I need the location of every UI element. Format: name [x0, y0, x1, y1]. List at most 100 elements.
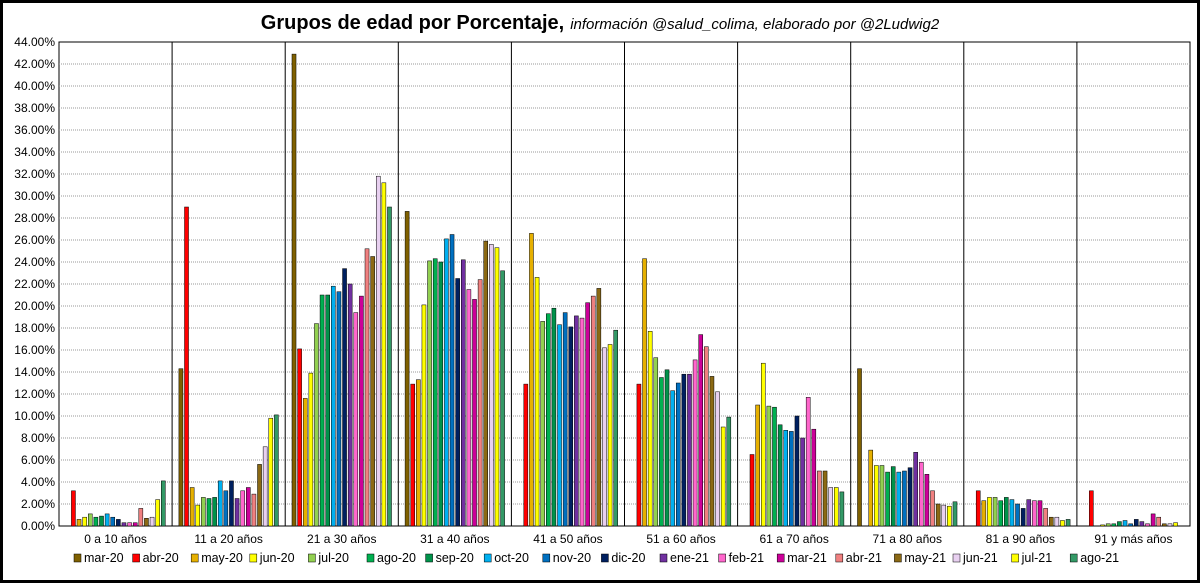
- x-tick-label: 11 a 20 años: [194, 532, 263, 546]
- bar: [704, 346, 709, 527]
- bar: [364, 248, 370, 527]
- bar: [1122, 520, 1128, 527]
- bar: [291, 53, 297, 527]
- legend-label: jul-21: [1021, 551, 1053, 565]
- bar: [472, 299, 477, 527]
- bar: [709, 376, 715, 527]
- bar: [987, 497, 992, 527]
- bar: [1139, 521, 1145, 527]
- bar: [772, 406, 777, 527]
- bar: [1156, 516, 1161, 527]
- bar: [523, 383, 529, 527]
- bar: [783, 430, 788, 527]
- bar: [766, 405, 772, 527]
- legend-label: feb-21: [729, 551, 764, 565]
- y-tick-label: 8.00%: [21, 431, 55, 445]
- legend-swatch: [835, 553, 844, 563]
- bar: [127, 522, 132, 527]
- bar: [998, 500, 1003, 527]
- legend-swatch: [73, 553, 82, 563]
- bar: [596, 288, 602, 527]
- bar: [477, 279, 483, 527]
- bar: [1162, 523, 1167, 527]
- legend-swatch: [249, 553, 258, 563]
- bar: [1128, 523, 1133, 527]
- legend-label: mar-20: [84, 551, 124, 565]
- bar: [675, 382, 681, 527]
- bar: [308, 372, 314, 527]
- bar: [879, 465, 885, 527]
- bar: [574, 315, 579, 527]
- bar: [212, 497, 217, 527]
- legend-label: nov-20: [553, 551, 591, 565]
- legend-swatch: [659, 553, 668, 563]
- legend-label: ago-21: [1080, 551, 1119, 565]
- bar: [1105, 523, 1111, 527]
- bar: [432, 258, 438, 527]
- bar: [941, 504, 947, 527]
- bar: [82, 516, 87, 527]
- bar: [93, 516, 99, 527]
- y-tick-label: 4.00%: [21, 475, 55, 489]
- bar: [755, 404, 760, 527]
- bar: [483, 240, 489, 527]
- bar: [568, 326, 574, 527]
- legend-swatch: [483, 553, 492, 563]
- y-tick-label: 22.00%: [14, 277, 55, 291]
- y-tick-label: 36.00%: [14, 123, 55, 137]
- legend-label: abr-21: [846, 551, 882, 565]
- x-tick-label: 61 a 70 años: [759, 532, 828, 546]
- bar: [1167, 523, 1173, 527]
- bar: [687, 373, 692, 527]
- bar: [760, 362, 766, 527]
- bar: [540, 321, 545, 527]
- bar: [896, 471, 902, 527]
- bar: [636, 383, 642, 527]
- bar: [319, 294, 325, 527]
- bar: [257, 464, 262, 527]
- bar: [1026, 499, 1032, 527]
- y-tick-label: 38.00%: [14, 101, 55, 115]
- bar: [670, 390, 675, 527]
- chart-title: Grupos de edad por Porcentaje, informació…: [0, 12, 1200, 35]
- bar: [438, 261, 444, 527]
- bar: [375, 175, 381, 527]
- y-tick-label: 40.00%: [14, 79, 55, 93]
- bar: [590, 295, 596, 527]
- y-tick-label: 24.00%: [14, 255, 55, 269]
- bar: [857, 368, 862, 527]
- y-tick-label: 18.00%: [14, 321, 55, 335]
- bar: [144, 518, 149, 527]
- bar: [551, 307, 557, 527]
- bar: [155, 499, 160, 527]
- bar: [494, 247, 500, 527]
- bar: [195, 504, 201, 527]
- bar: [794, 415, 800, 527]
- bar: [336, 291, 342, 527]
- legend-label: jun-21: [962, 551, 998, 565]
- chart-title-subtitle: información @salud_colima, elaborado por…: [570, 16, 940, 33]
- bar: [489, 244, 494, 527]
- y-tick-label: 30.00%: [14, 189, 55, 203]
- legend-label: mar-21: [787, 551, 827, 565]
- bar: [387, 206, 392, 527]
- bar: [659, 377, 664, 527]
- bar: [546, 313, 551, 527]
- bar: [1037, 500, 1043, 527]
- legend-swatch: [1069, 553, 1078, 563]
- bar: [251, 493, 257, 527]
- bar: [99, 515, 104, 527]
- bar: [613, 329, 618, 527]
- bar: [410, 383, 415, 527]
- bar: [444, 238, 449, 527]
- bar: [342, 268, 347, 527]
- bar: [161, 480, 166, 527]
- bar: [726, 416, 732, 527]
- legend-label: jun-20: [259, 551, 295, 565]
- legend-swatch: [132, 553, 140, 563]
- bar: [874, 465, 879, 527]
- bar: [184, 206, 189, 527]
- legend-swatch: [952, 553, 961, 563]
- bar: [647, 331, 653, 527]
